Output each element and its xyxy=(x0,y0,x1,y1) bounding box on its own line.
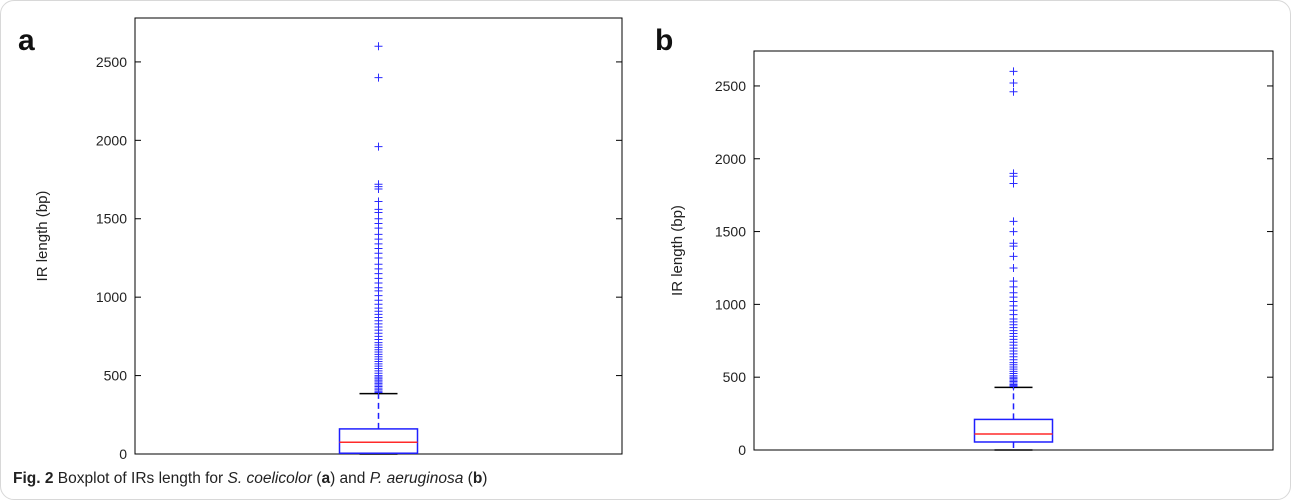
caption-letter-a: a xyxy=(321,470,331,487)
caption-species-b: P. aeruginosa xyxy=(369,470,464,487)
outlier-marker xyxy=(374,142,383,151)
caption-fig-label: Fig. 2 xyxy=(13,470,54,487)
caption-text-2: ( xyxy=(311,470,322,487)
caption-species-a: S. coelicolor xyxy=(227,470,312,487)
y-axis-label: IR length (bp) xyxy=(669,205,686,296)
caption-text-5: ) xyxy=(482,470,488,487)
y-tick-label: 2500 xyxy=(96,54,127,70)
boxplot-panel-a: 0 500 1000 1500 2000 2500 IR length (bp) xyxy=(34,17,623,462)
caption-text-3: ) and xyxy=(330,470,370,487)
y-tick-label: 1500 xyxy=(96,211,127,227)
outlier-marker xyxy=(1009,67,1018,76)
y-tick-label: 500 xyxy=(104,368,128,384)
outlier-marker xyxy=(374,197,383,206)
outlier-marker xyxy=(374,388,383,397)
outlier-marker xyxy=(1009,79,1018,88)
outlier-marker xyxy=(1009,172,1018,181)
iqr-box xyxy=(338,428,419,454)
outlier-marker xyxy=(1009,242,1018,251)
iqr-box xyxy=(973,418,1054,443)
y-tick-label: 1500 xyxy=(715,224,746,240)
outlier-marker xyxy=(1009,382,1018,391)
figure-caption: Fig. 2 Boxplot of IRs length for S. coel… xyxy=(13,470,487,488)
y-tick-label: 500 xyxy=(723,369,747,385)
outlier-marker xyxy=(374,42,383,51)
y-tick-label: 1000 xyxy=(96,289,127,305)
outlier-marker xyxy=(1009,179,1018,188)
outlier-marker xyxy=(374,184,383,193)
y-tick-label: 0 xyxy=(119,446,127,462)
outlier-marker xyxy=(1009,227,1018,236)
y-tick-label: 2000 xyxy=(715,151,746,167)
y-tick-label: 2500 xyxy=(715,78,746,94)
outlier-marker xyxy=(1009,217,1018,226)
boxplot-panel-b: 0 500 1000 1500 2000 2500 IR length (bp) xyxy=(669,50,1274,458)
y-tick-label: 2000 xyxy=(96,132,127,148)
caption-text-1: Boxplot of IRs length for xyxy=(53,470,228,487)
outlier-marker xyxy=(1009,87,1018,96)
outlier-marker xyxy=(1009,252,1018,261)
y-axis-label: IR length (bp) xyxy=(34,191,51,282)
y-tick-label: 0 xyxy=(738,442,746,458)
outlier-marker xyxy=(374,73,383,82)
panel-letter-b: b xyxy=(655,24,673,57)
y-tick-label: 1000 xyxy=(715,296,746,312)
panel-letter-a: a xyxy=(18,24,35,57)
outlier-marker xyxy=(1009,263,1018,272)
caption-text-4: ( xyxy=(463,470,473,487)
caption-letter-b: b xyxy=(472,470,483,487)
